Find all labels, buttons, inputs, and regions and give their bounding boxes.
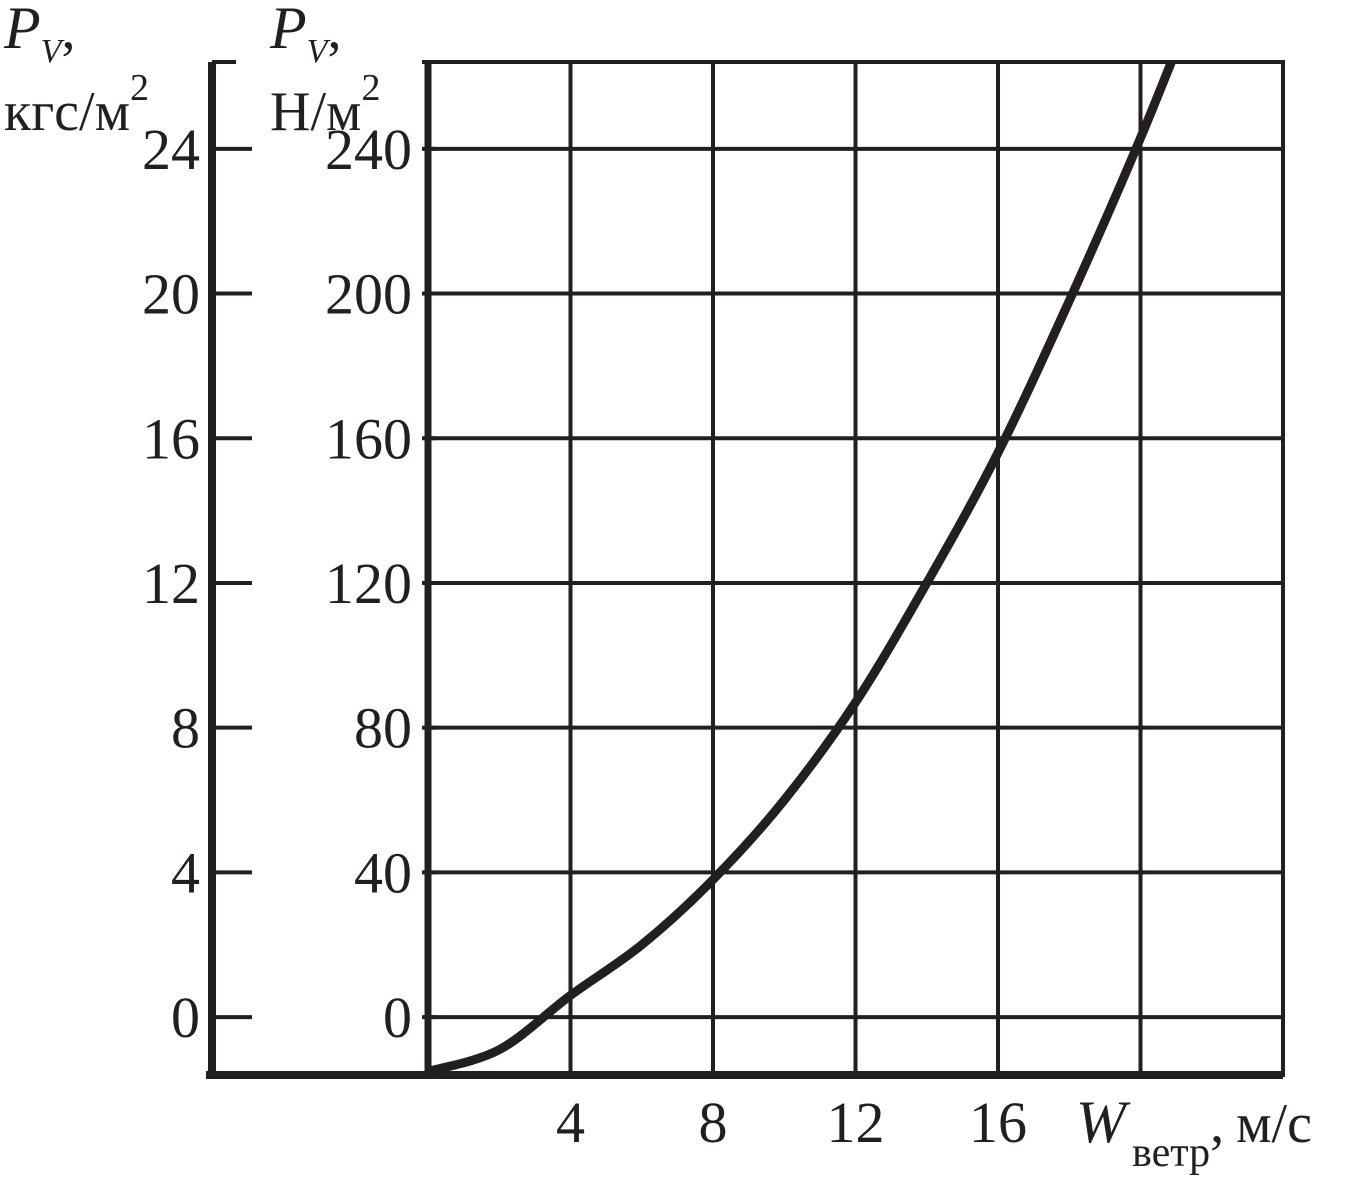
right-tick-label: 120 <box>325 551 412 616</box>
x-tick-label: 16 <box>969 1090 1027 1155</box>
right-tick-label: 40 <box>354 840 412 905</box>
left-tick-label: 0 <box>171 985 200 1050</box>
right-tick-label: 160 <box>325 406 412 471</box>
right-tick-label: 0 <box>383 985 412 1050</box>
left-tick-label: 12 <box>142 551 200 616</box>
right-axis-unit: Н/м2 <box>270 67 380 143</box>
x-tick-label: 4 <box>556 1090 585 1155</box>
series-line-0 <box>428 60 1178 1076</box>
left-axis-ticks: 0 4 8 12 16 20 24 <box>142 117 252 1050</box>
right-axis-title: PV, <box>269 0 341 70</box>
left-tick-label: 16 <box>142 406 200 471</box>
axes <box>206 60 1283 1079</box>
x-tick-label: 12 <box>827 1090 885 1155</box>
right-tick-label: 240 <box>325 117 412 182</box>
x-axis-ticks: 4 8 12 16 <box>556 1090 1027 1155</box>
right-tick-label: 200 <box>325 262 412 327</box>
left-tick-label: 20 <box>142 262 200 327</box>
x-tick-label: 8 <box>699 1090 728 1155</box>
left-tick-label: 4 <box>171 840 200 905</box>
left-tick-label: 24 <box>142 117 200 182</box>
left-tick-label: 8 <box>171 696 200 761</box>
series-layer <box>428 60 1178 1076</box>
grid <box>426 60 1285 1077</box>
left-axis-title: PV, <box>3 0 75 70</box>
right-tick-label: 80 <box>354 696 412 761</box>
right-axis-ticks: 0 40 80 120 160 200 240 <box>325 117 436 1050</box>
left-axis-unit: кгс/м2 <box>4 67 149 143</box>
